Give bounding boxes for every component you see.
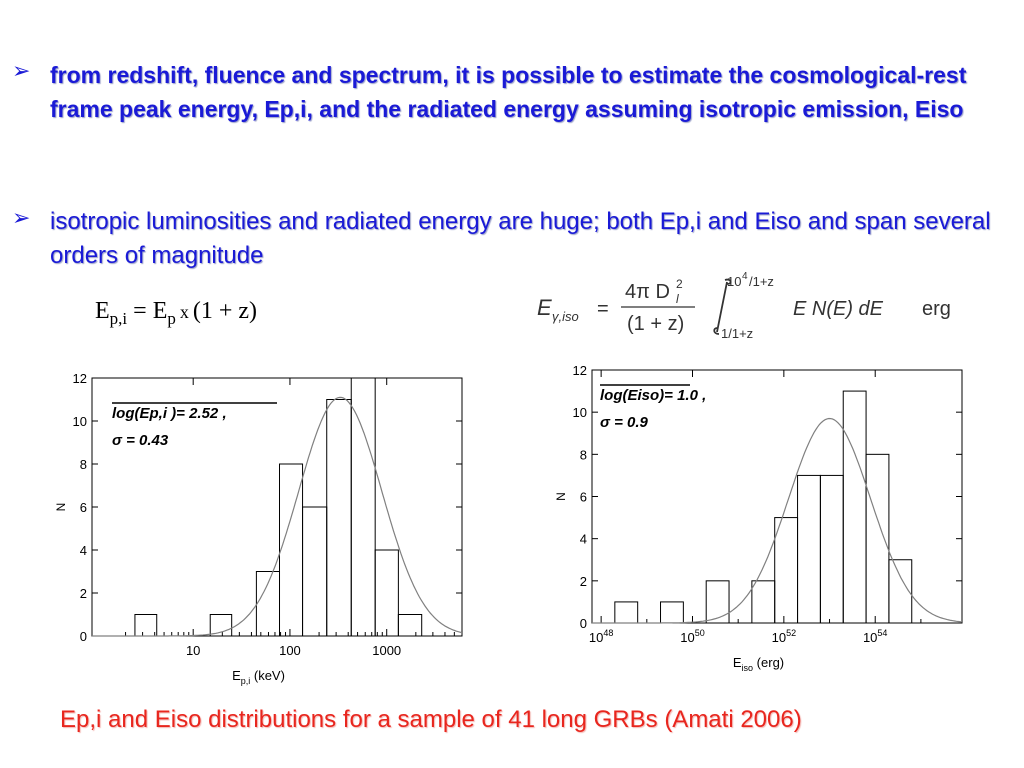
histogram-bar [774,517,799,624]
plot-frame [591,369,963,624]
histogram-bar [797,474,821,624]
x-tick-label-base: 10 [680,630,694,645]
histogram-bar [819,474,844,624]
y-tick-label: 10 [573,405,587,420]
integral-sign-icon [713,278,732,335]
x-tick-label-exp: 50 [695,628,705,638]
histogram-bar [865,453,890,624]
x-axis-label-sub: p,i [241,676,251,686]
histogram-bar [134,614,158,637]
formula-eiso: E γ,iso = 4π D 2 l (1 + z) 10 4 /1+z 1/1… [537,271,951,341]
arrow-bullet-icon: ➢ [12,205,31,230]
y-axis-label: N [554,492,568,501]
x-tick-label-base: 10 [589,630,603,645]
arrow-bullet-icon: ➢ [12,58,31,83]
bullet-text: isotropic luminosities and radiated ener… [50,208,991,269]
x-tick-label-base: 10 [863,630,877,645]
formula-ep-i: Ep,i = Ep x (1 + z) [95,298,257,329]
y-axis-label: N [54,503,68,512]
x-tick-label: 100 [279,643,301,658]
bullet-redshift-estimate: ➢ from redshift, fluence and spectrum, i… [12,58,1012,126]
histogram-bar [209,614,233,637]
histogram-bar [350,377,376,637]
y-tick-label: 12 [573,363,587,378]
formula-eiso-num: 4π D [625,281,670,303]
x-axis-label-unit: (keV) [250,668,285,683]
x-axis-label-unit: (erg) [753,655,784,670]
histogram-bar [751,580,776,624]
formula-eq: = E [127,298,168,324]
histogram-bar [842,390,867,624]
x-tick-label-exp: 48 [603,628,613,638]
y-tick-label: 0 [80,629,87,644]
formula-lhs-sub: p,i [109,308,128,328]
figure-caption: Ep,i and Eiso distributions for a sample… [60,706,802,733]
histogram-bar [326,399,352,637]
x-tick-label: 1048 [589,628,613,645]
formula-eiso-upper-tail: /1+z [749,274,774,289]
x-tick-label: 10 [186,643,200,658]
formula-rhs-sub: p [167,308,176,328]
annotation-line-1: log(Eiso)= 1.0 , [600,387,706,404]
y-tick-label: 10 [73,414,87,429]
formula-eiso-upper-sup: 4 [742,271,748,282]
x-tick-label-exp: 54 [877,628,887,638]
histogram-bar [660,601,684,624]
x-axis-label-sub: iso [742,663,754,673]
annotation-line-2: σ = 0.9 [600,414,649,431]
x-tick-label-exp: 52 [786,628,796,638]
formula-eiso-upper: 10 [727,274,741,289]
x-tick-label: 1052 [772,628,796,645]
y-tick-label: 8 [80,457,87,472]
x-axis-label: Ep,i (keV) [232,668,285,686]
formula-eiso-num-sup: 2 [676,277,683,291]
y-tick-label: 2 [580,574,587,589]
x-tick-label: 1054 [863,628,887,645]
formula-times: x [179,302,189,322]
x-tick-label: 1050 [680,628,704,645]
x-axis-label-main: E [733,655,742,670]
y-tick-label: 6 [80,500,87,515]
histogram-bar [614,601,639,624]
formula-lhs: E [95,298,110,324]
x-axis-label: Eiso (erg) [733,655,784,673]
bullet-text: from redshift, fluence and spectrum, it … [50,62,967,122]
annotation-line-1: log(Ep,i )= 2.52 , [112,405,227,422]
histogram-bar [705,580,730,624]
annotation-line-2: σ = 0.43 [112,432,169,449]
formula-eiso-den: (1 + z) [627,313,684,335]
y-tick-label: 12 [73,371,87,386]
formula-eiso-lower: 1/1+z [721,326,753,341]
formula-tail: (1 + z) [192,298,258,324]
histogram-bar [374,549,399,637]
formula-eiso-num-sub: l [676,292,679,306]
y-tick-label: 0 [580,616,587,631]
formula-eiso-eq: = [597,298,609,320]
formula-eiso-unit: erg [922,298,951,320]
y-tick-label: 2 [80,586,87,601]
histogram-bar [255,571,281,637]
bullet-isotropic-luminosities: ➢ isotropic luminosities and radiated en… [12,205,1012,273]
gaussian-fit-curve [92,396,463,637]
y-tick-label: 6 [580,490,587,505]
y-tick-label: 4 [580,532,587,547]
histogram-bar [888,559,913,624]
y-tick-label: 4 [80,543,87,558]
x-tick-label: 1000 [372,643,401,658]
histogram-bar [397,614,423,637]
x-axis-label-main: E [232,668,241,683]
x-tick-label-base: 10 [772,630,786,645]
formula-eiso-integrand: E N(E) dE [793,298,884,320]
y-tick-label: 8 [580,447,587,462]
formula-eiso-lhs: E [537,295,552,320]
histogram-bar [302,506,328,637]
gaussian-fit-curve [592,417,963,624]
formula-eiso-lhs-sub: γ,iso [552,309,579,324]
histogram-ep-i: 0 2 4 6 8 10 12 10 100 1000 N Ep,i (keV) log(Ep,i )=… [54,371,463,686]
